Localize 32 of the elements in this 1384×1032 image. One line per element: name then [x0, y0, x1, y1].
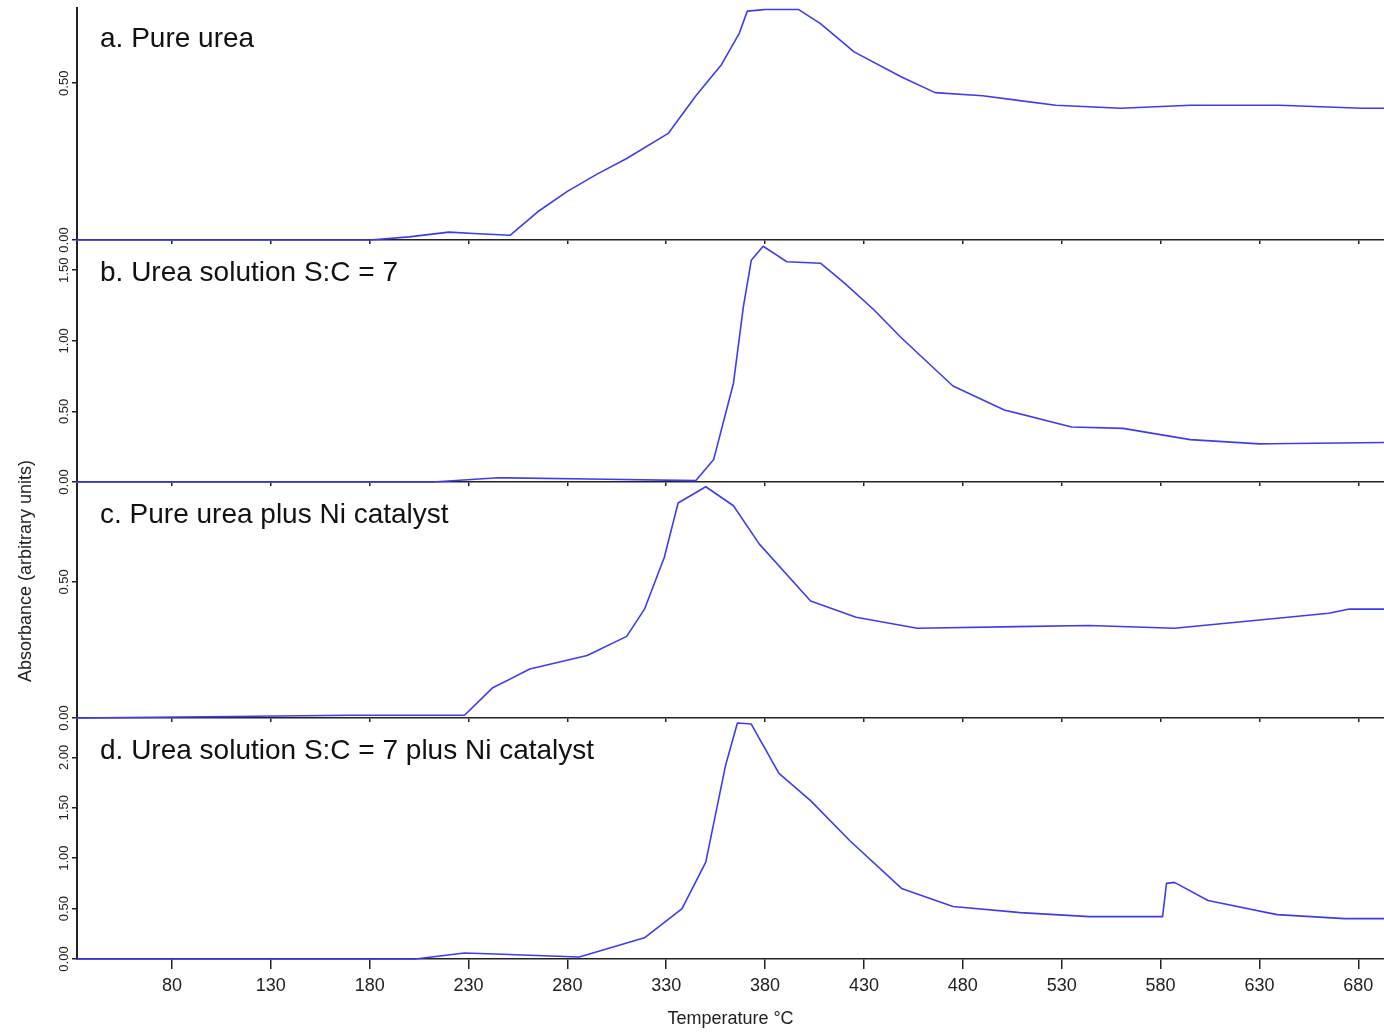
x-tick-label: 380	[750, 974, 781, 995]
x-tick-label: 580	[1145, 974, 1176, 995]
x-tick-label: 230	[453, 974, 484, 995]
text: a. Pure urea	[100, 22, 255, 53]
y-tick-label: 0.50	[55, 569, 71, 595]
x-tick-label: 480	[947, 974, 978, 995]
x-tick-label: 180	[354, 974, 385, 995]
x-tick-label: 280	[552, 974, 583, 995]
y-tick-label: 0.00	[55, 227, 71, 253]
x-tick-label: 680	[1343, 974, 1374, 995]
x-tick-label: 80	[161, 974, 182, 995]
y-tick-label: 1.50	[55, 257, 71, 283]
y-tick-label: 0.00	[55, 469, 71, 495]
y-tick-label: 1.00	[55, 328, 71, 354]
y-tick-label: 1.50	[55, 795, 71, 821]
y-tick-label: 0.00	[55, 946, 71, 972]
y-tick-label: 0.50	[55, 895, 71, 922]
text: d. Urea solution S:C = 7 plus Ni catalyst	[100, 734, 595, 765]
y-tick-label: 1.00	[55, 845, 71, 871]
y-axis-title: Absorbance (arbitrary units)	[14, 458, 36, 685]
y-tick-label: 2.00	[55, 744, 71, 770]
x-tick-label: 630	[1244, 974, 1275, 995]
x-tick-label: 130	[255, 974, 286, 995]
x-tick-label: 530	[1046, 974, 1077, 995]
text: b. Urea solution S:C = 7	[100, 256, 399, 287]
x-tick-label: 330	[651, 974, 682, 995]
y-tick-label: 0.50	[55, 398, 71, 425]
text: c. Pure urea plus Ni catalyst	[100, 498, 449, 529]
y-tick-label: 0.50	[55, 70, 71, 96]
x-axis-title: Temperature °C	[667, 1008, 794, 1029]
y-tick-label: 0.00	[55, 705, 71, 731]
x-tick-label: 430	[848, 974, 879, 995]
